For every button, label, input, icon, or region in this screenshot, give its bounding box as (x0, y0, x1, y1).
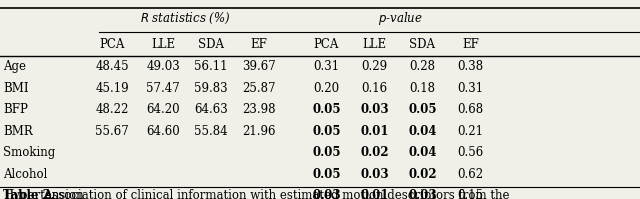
Text: 0.05: 0.05 (312, 103, 340, 116)
Text: 57.47: 57.47 (147, 82, 180, 95)
Text: SDA: SDA (198, 38, 224, 51)
Text: 0.01: 0.01 (360, 125, 388, 138)
Text: 56.11: 56.11 (195, 60, 228, 73)
Text: 0.02: 0.02 (360, 146, 388, 159)
Text: 25.87: 25.87 (243, 82, 276, 95)
Text: EF: EF (462, 38, 479, 51)
Text: 55.84: 55.84 (195, 125, 228, 138)
Text: 0.31: 0.31 (314, 60, 339, 73)
Text: 0.03: 0.03 (312, 189, 340, 199)
Text: BFP: BFP (3, 103, 28, 116)
Text: 0.31: 0.31 (458, 82, 483, 95)
Text: 39.67: 39.67 (243, 60, 276, 73)
Text: BMI: BMI (3, 82, 29, 95)
Text: 0.20: 0.20 (314, 82, 339, 95)
Text: 0.05: 0.05 (312, 146, 340, 159)
Text: 0.03: 0.03 (408, 189, 436, 199)
Text: SDA: SDA (410, 38, 435, 51)
Text: 64.60: 64.60 (147, 125, 180, 138)
Text: Age: Age (3, 60, 26, 73)
Text: Alcohol: Alcohol (3, 168, 47, 181)
Text: 0.05: 0.05 (312, 125, 340, 138)
Text: 0.04: 0.04 (408, 146, 436, 159)
Text: 49.03: 49.03 (147, 60, 180, 73)
Text: 0.29: 0.29 (362, 60, 387, 73)
Text: 0.62: 0.62 (458, 168, 483, 181)
Text: 0.18: 0.18 (410, 82, 435, 95)
Text: 55.67: 55.67 (95, 125, 129, 138)
Text: Smoking: Smoking (3, 146, 56, 159)
Text: $R$ statistics (%): $R$ statistics (%) (140, 11, 231, 26)
Text: EF: EF (251, 38, 268, 51)
Text: Table 2.: Table 2. (3, 188, 55, 199)
Text: Association of clinical information with estimated motion descriptors from the: Association of clinical information with… (40, 188, 509, 199)
Text: 48.45: 48.45 (95, 60, 129, 73)
Text: 64.63: 64.63 (195, 103, 228, 116)
Text: 0.05: 0.05 (408, 103, 436, 116)
Text: 45.19: 45.19 (95, 82, 129, 95)
Text: 0.05: 0.05 (312, 168, 340, 181)
Text: 0.03: 0.03 (360, 103, 388, 116)
Text: Hypertension: Hypertension (3, 189, 84, 199)
Text: 0.03: 0.03 (360, 168, 388, 181)
Text: 0.21: 0.21 (458, 125, 483, 138)
Text: 0.04: 0.04 (408, 125, 436, 138)
Text: 0.68: 0.68 (458, 103, 483, 116)
Text: LLE: LLE (151, 38, 175, 51)
Text: 0.56: 0.56 (457, 146, 484, 159)
Text: LLE: LLE (362, 38, 387, 51)
Text: 0.28: 0.28 (410, 60, 435, 73)
Text: 23.98: 23.98 (243, 103, 276, 116)
Text: 59.83: 59.83 (195, 82, 228, 95)
Text: 0.38: 0.38 (458, 60, 483, 73)
Text: PCA: PCA (314, 38, 339, 51)
Text: BMR: BMR (3, 125, 33, 138)
Text: 0.16: 0.16 (362, 82, 387, 95)
Text: 0.02: 0.02 (408, 168, 436, 181)
Text: 64.20: 64.20 (147, 103, 180, 116)
Text: 0.15: 0.15 (458, 189, 483, 199)
Text: 48.22: 48.22 (95, 103, 129, 116)
Text: PCA: PCA (99, 38, 125, 51)
Text: $p$-value: $p$-value (378, 10, 422, 27)
Text: 0.01: 0.01 (360, 189, 388, 199)
Text: 21.96: 21.96 (243, 125, 276, 138)
